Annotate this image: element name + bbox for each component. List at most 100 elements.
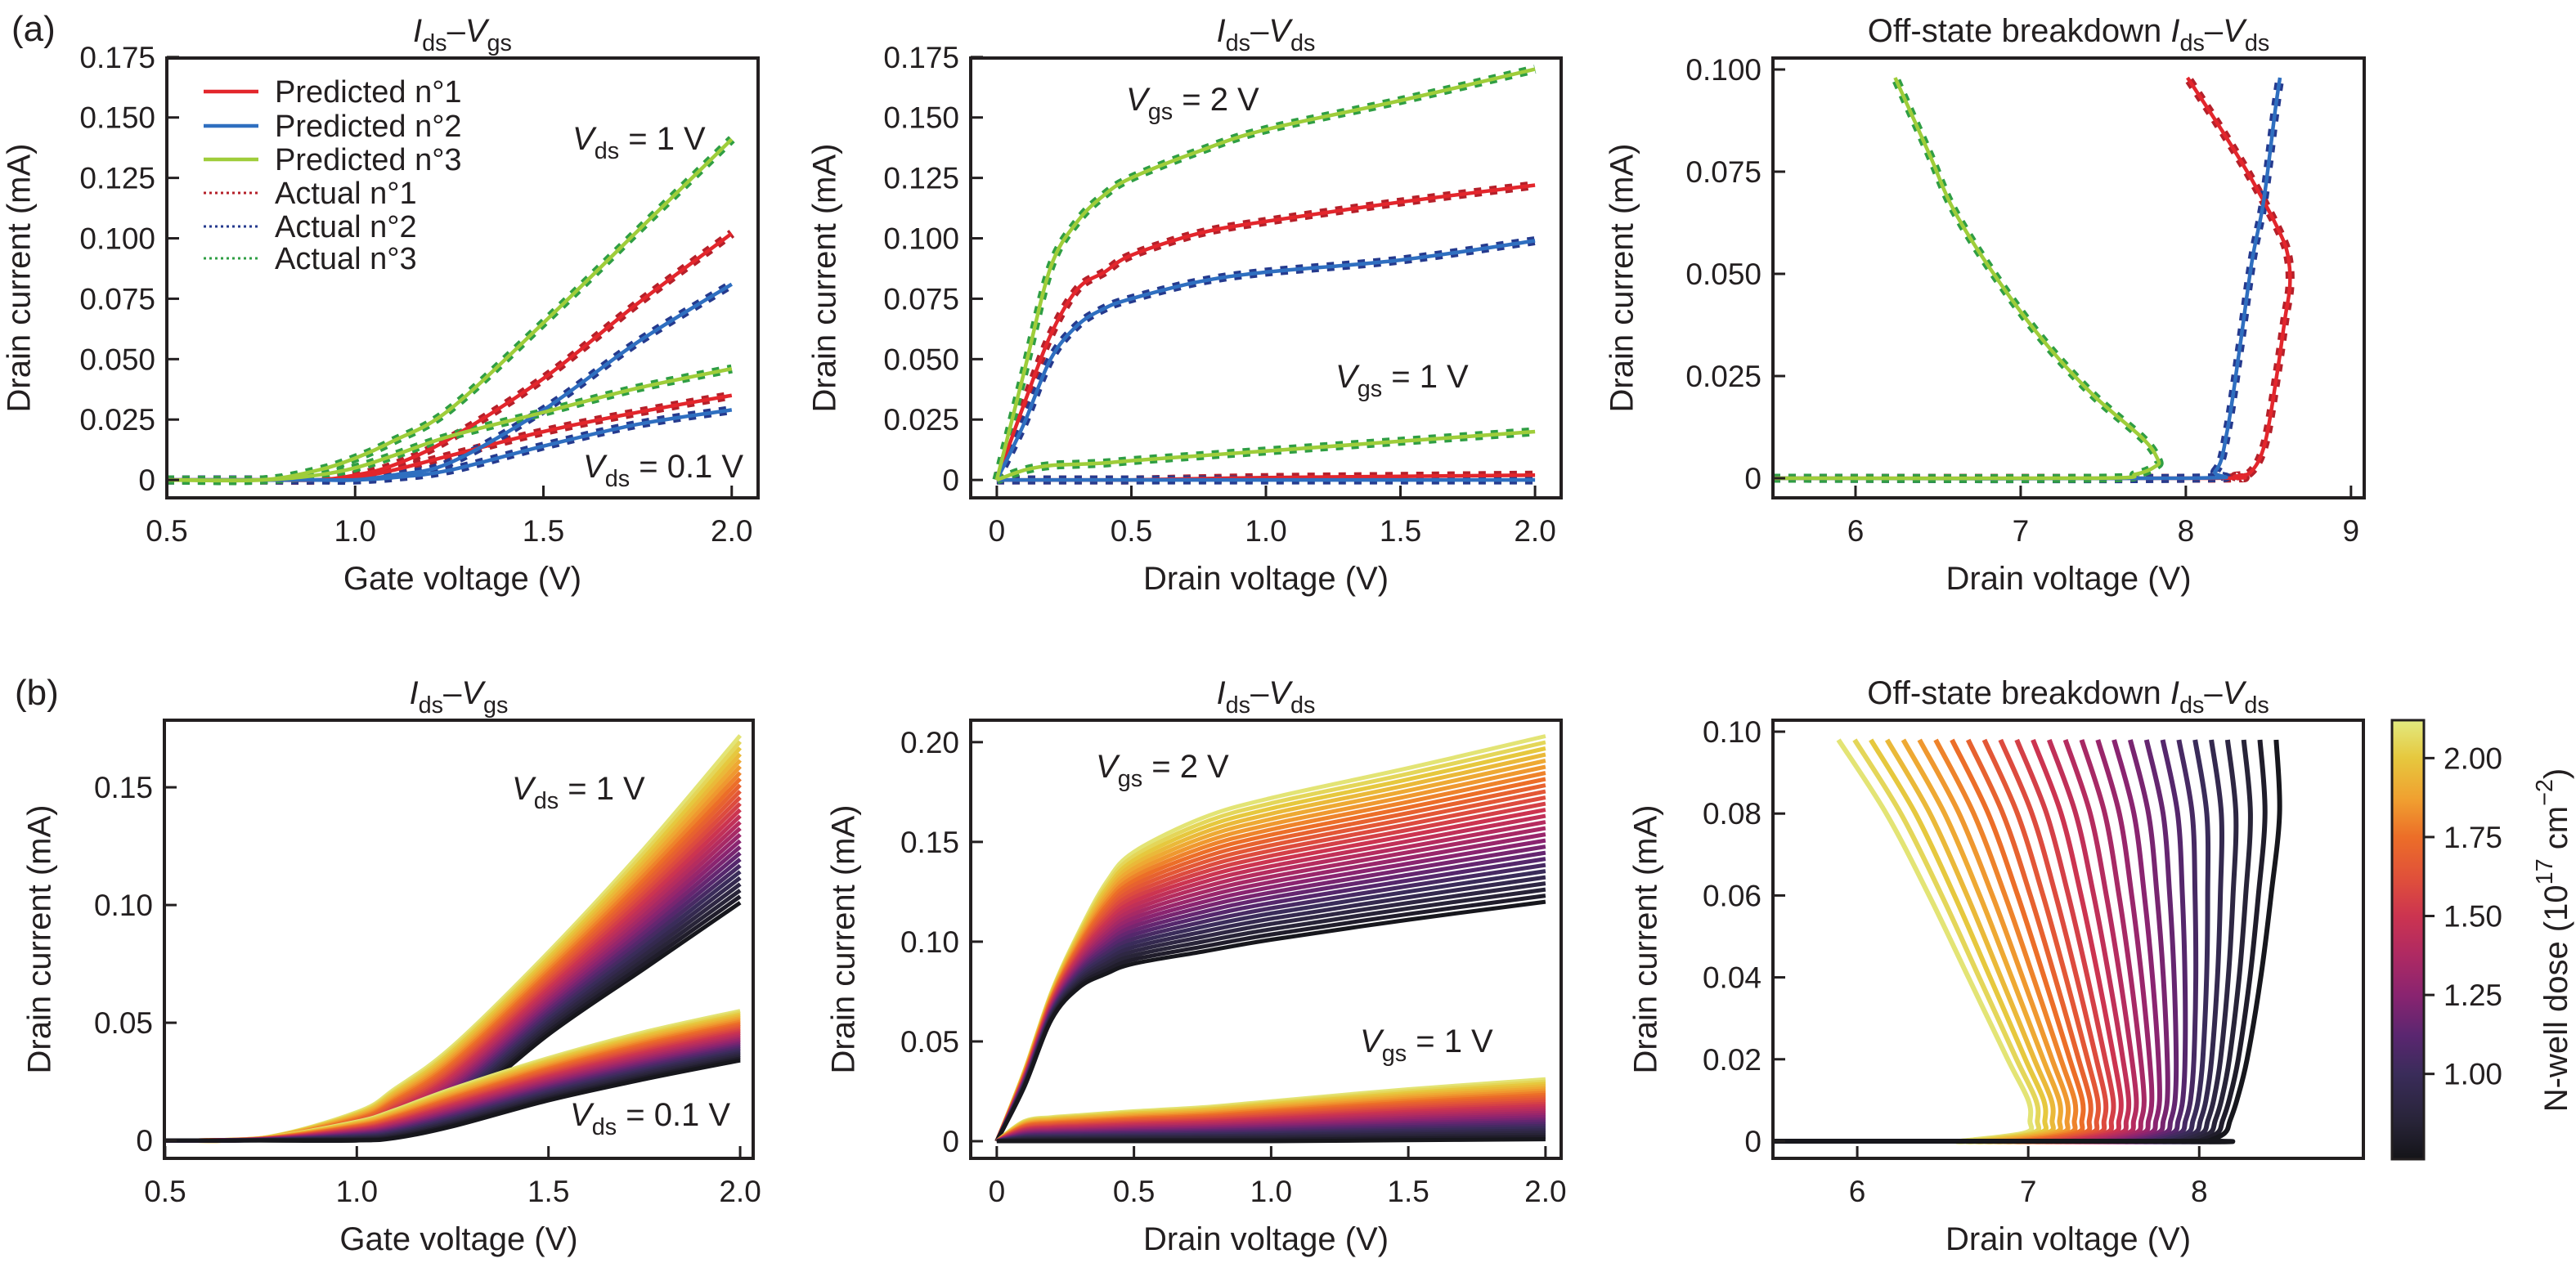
bias-annotation: Vds = 1 V <box>512 771 645 814</box>
text-part: V <box>465 13 490 49</box>
y-tick-label: 0.10 <box>900 925 959 959</box>
text-part: ) <box>2538 768 2574 779</box>
text-part: ds <box>592 1114 617 1140</box>
text-part: ds <box>1226 30 1250 56</box>
x-tick-label: 1.0 <box>1245 514 1286 548</box>
text-part: V <box>1126 82 1151 118</box>
y-tick-label: 0.05 <box>900 1025 959 1059</box>
text-part: ds <box>595 138 619 164</box>
text-part: gs <box>1358 376 1382 402</box>
text-part: ds <box>534 788 559 814</box>
dose-curve <box>1773 738 2049 1144</box>
y-tick-label: 0.025 <box>79 403 155 437</box>
text-part: ds <box>2179 692 2204 719</box>
text-part: ds <box>2179 30 2204 56</box>
colorbar-tick-label: 1.00 <box>2444 1058 2502 1091</box>
y-tick-label: 0.175 <box>883 41 959 74</box>
actual-curve-1 <box>1773 74 2295 483</box>
legend-item: Actual n°1 <box>204 177 417 211</box>
legend-label: Predicted n°2 <box>275 110 462 144</box>
colorbar-tick-label: 1.75 <box>2444 821 2502 854</box>
text-part: = 1 V <box>1382 359 1469 395</box>
text-part: V <box>1096 749 1120 785</box>
text-part: V <box>2223 675 2247 711</box>
x-axis-label: Drain voltage (V) <box>1945 561 2191 597</box>
dose-curve <box>164 1058 741 1143</box>
legend-item: Actual n°3 <box>204 242 417 276</box>
y-tick-label: 0.050 <box>883 343 959 376</box>
x-tick-label: 2.0 <box>711 514 752 548</box>
text-part: V <box>512 771 536 807</box>
colorbar: 1.00 1.25 1.50 1.75 2.00 N-well dose (1017 cm… <box>2390 719 2574 1161</box>
panel-b1: 0.5 1.0 1.5 2.0 0 0.05 0.10 0.15 Gate voltage (V… <box>22 675 761 1257</box>
text-part: = 1 V <box>559 771 645 807</box>
text-part: cm <box>2538 806 2574 858</box>
bias-annotation: Vds = 0.1 V <box>570 1097 730 1140</box>
bias-annotation: Vgs = 2 V <box>1126 82 1259 125</box>
y-tick-label: 0.125 <box>883 162 959 195</box>
actual-curve-2 <box>1773 77 2285 484</box>
panel-label-b: (b) <box>15 673 59 713</box>
colorbar-label: N-well dose (1017 cm−2) <box>2532 768 2574 1113</box>
bias-annotation: Vds = 1 V <box>572 121 706 164</box>
text-part: – <box>447 13 466 49</box>
x-tick-label: 0.5 <box>146 514 187 548</box>
text-part: – <box>1250 13 1269 49</box>
text-part: ds <box>1290 692 1315 719</box>
y-tick-label: 0.075 <box>1685 155 1761 189</box>
text-part: −2 <box>2532 779 2558 806</box>
text-part: – <box>1250 675 1269 711</box>
y-tick-label: 0 <box>1744 1125 1761 1158</box>
predicted-curve-3 <box>167 137 734 483</box>
text-part: – <box>443 675 462 711</box>
panel-title: Ids–Vds <box>1217 13 1316 56</box>
text-part: = 0.1 V <box>617 1097 730 1133</box>
plot-area <box>164 734 743 1144</box>
dose-curve <box>996 1137 1546 1144</box>
y-tick-label: 0.150 <box>79 101 155 135</box>
x-tick-label: 1.5 <box>523 514 564 548</box>
y-tick-label: 0.025 <box>1685 360 1761 393</box>
x-axis-label: Drain voltage (V) <box>1945 1221 2191 1257</box>
dose-curve <box>994 899 1546 1143</box>
text-part: ds <box>605 466 630 492</box>
text-part: I <box>410 675 419 711</box>
text-part: V <box>1360 1023 1384 1059</box>
y-tick-label: 0 <box>138 464 155 497</box>
actual-curve-3 <box>1773 75 2164 483</box>
plot-area <box>167 136 735 486</box>
panel-title: Ids–Vgs <box>413 13 512 56</box>
y-tick-label: 0.100 <box>883 222 959 256</box>
x-tick-label: 0 <box>989 1175 1006 1208</box>
text-part: N-well dose (10 <box>2538 885 2574 1112</box>
y-tick-label: 0.075 <box>883 282 959 316</box>
y-tick-label: 0.15 <box>94 771 153 804</box>
y-axis-label: Drain current (mA) <box>2 144 38 413</box>
y-tick-label: 0 <box>1744 462 1761 495</box>
x-tick-label: 6 <box>1847 514 1865 548</box>
x-tick-label: 0.5 <box>1111 514 1152 548</box>
x-tick-label: 1.0 <box>1250 1175 1292 1208</box>
x-tick-label: 1.5 <box>1387 1175 1429 1208</box>
x-tick-label: 6 <box>1849 1175 1866 1208</box>
axes-frame <box>1771 56 2366 499</box>
text-part: ds <box>1290 30 1315 56</box>
dose-curve <box>1773 739 2282 1144</box>
text-part: gs <box>487 30 512 56</box>
axes-frame <box>163 719 755 1160</box>
plot-area <box>1773 738 2282 1144</box>
x-axis-label: Drain voltage (V) <box>1143 1221 1389 1257</box>
y-tick-label: 0.150 <box>883 101 959 135</box>
x-axis-label: Gate voltage (V) <box>339 1221 577 1257</box>
x-tick-label: 0 <box>989 514 1006 548</box>
y-tick-label: 0.04 <box>1703 961 1761 995</box>
y-axis-label: Drain current (mA) <box>826 805 862 1074</box>
predicted-curve-2 <box>1773 77 2282 481</box>
x-tick-label: 2.0 <box>719 1175 761 1208</box>
y-tick-label: 0.175 <box>79 41 155 74</box>
text-part: I <box>413 13 422 49</box>
legend-item: Predicted n°1 <box>204 75 462 110</box>
dose-curve <box>1773 738 2035 1144</box>
text-part: = 0.1 V <box>630 449 743 485</box>
